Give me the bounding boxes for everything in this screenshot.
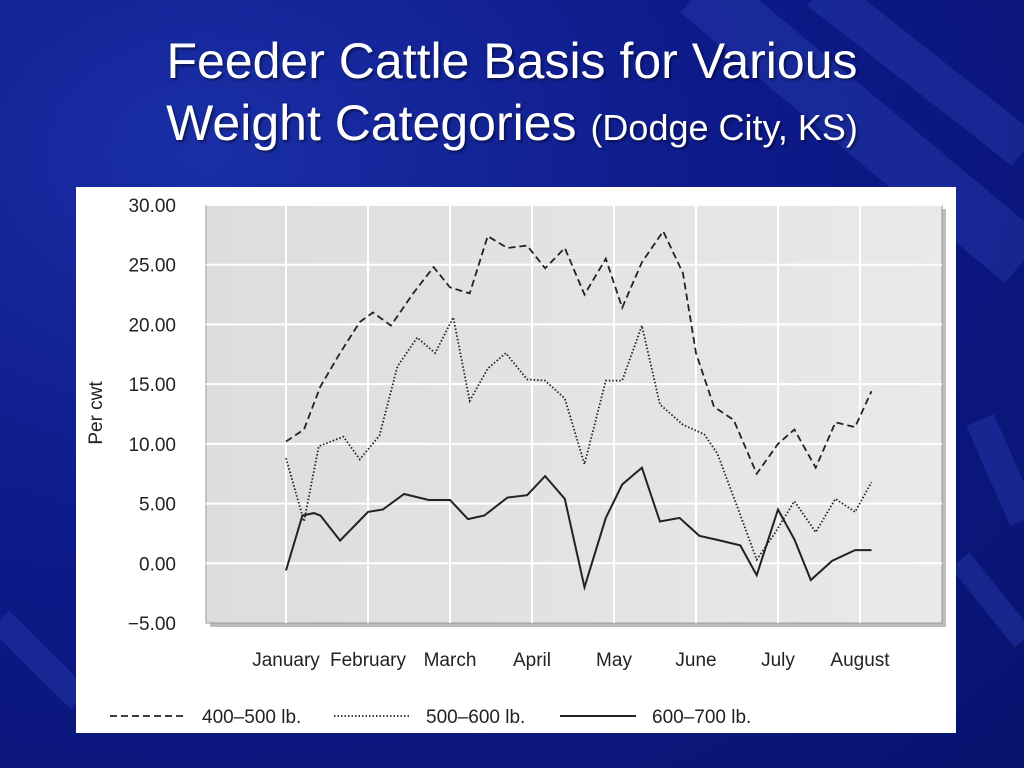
x-tick-label: June (675, 650, 716, 671)
plot-area (205, 204, 943, 624)
y-tick-label: 5.00 (139, 495, 176, 516)
x-tick-label: March (424, 650, 477, 671)
chart-panel: −5.00 0.00 5.00 10.00 15.00 20.00 25.00 30.00 P… (76, 187, 956, 733)
y-tick-label: 10.00 (128, 435, 176, 456)
y-axis-label: Per cwt (86, 381, 107, 445)
y-tick-label: 25.00 (128, 256, 176, 277)
series-line (285, 465, 872, 592)
y-tick-label: 20.00 (128, 315, 176, 336)
x-tick-label: May (596, 650, 632, 671)
series-line (285, 229, 873, 476)
line-chart: −5.00 0.00 5.00 10.00 15.00 20.00 25.00 30.00 P… (86, 196, 946, 728)
legend-label: 500–600 lb. (426, 707, 525, 728)
x-tick-label: January (252, 650, 320, 671)
y-tick-label: 15.00 (128, 375, 176, 396)
x-tick-label: April (513, 650, 551, 671)
legend: 400–500 lb. 500–600 lb. 600–700 lb. (110, 707, 751, 728)
title-location: (Dodge City, KS) (590, 107, 858, 148)
x-tick-label: February (330, 650, 407, 671)
title-line-1: Feeder Cattle Basis for Various (166, 33, 858, 89)
x-tick-label: July (761, 650, 795, 671)
title-line-2: Weight Categories (Dodge City, KS) (0, 92, 1024, 159)
title-line-2-main: Weight Categories (166, 95, 577, 151)
slide-title: Feeder Cattle Basis for Various Weight C… (0, 30, 1024, 159)
x-tick-label: August (830, 650, 890, 671)
legend-label: 400–500 lb. (202, 707, 301, 728)
y-tick-label: 30.00 (128, 196, 176, 217)
y-tick-label: 0.00 (139, 554, 176, 575)
legend-label: 600–700 lb. (652, 707, 751, 728)
y-tick-label: −5.00 (128, 614, 176, 635)
